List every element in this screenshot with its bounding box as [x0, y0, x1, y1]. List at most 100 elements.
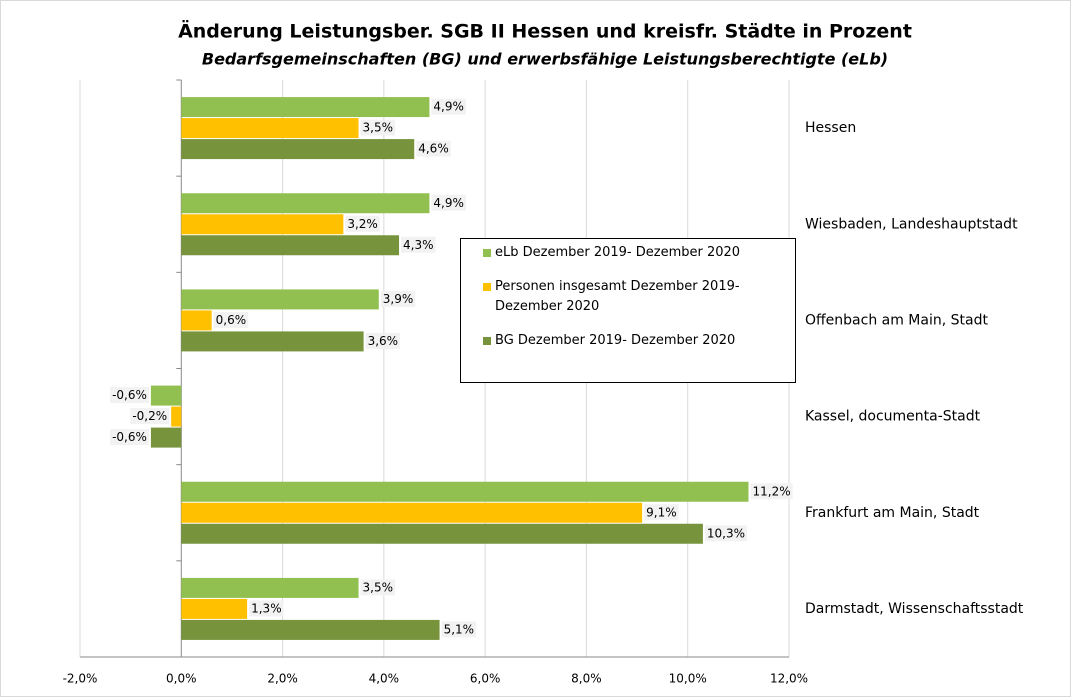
data-label: 4,6%: [418, 142, 449, 156]
data-label-group: 4,9%: [431, 194, 466, 211]
data-label-group: -0,2%: [130, 408, 170, 425]
data-label-bg: [249, 600, 284, 617]
data-label-group: 11,2%: [750, 483, 793, 500]
x-tick-label: 4,0%: [369, 672, 400, 686]
data-label-group: 9,1%: [644, 504, 679, 521]
legend-item: eLb Dezember 2019- Dezember 2020: [483, 243, 785, 263]
data-label: 3,9%: [383, 292, 414, 306]
bar: [181, 214, 344, 235]
data-label-bg: [360, 579, 396, 596]
data-label-bg: [365, 332, 401, 349]
bar: [171, 406, 182, 427]
legend-label: Personen insgesamt Dezember 2019- Dezemb…: [495, 279, 740, 314]
data-label-group: -0,6%: [110, 387, 149, 404]
category-label: Frankfurt am Main, Stadt: [805, 505, 980, 521]
bar: [181, 598, 248, 619]
category-label: Wiesbaden, Landeshauptstadt: [805, 216, 1018, 232]
bar: [181, 235, 400, 256]
data-label-group: 3,6%: [365, 332, 401, 349]
bar: [181, 577, 359, 598]
data-label-bg: [213, 311, 249, 328]
data-label-group: 3,2%: [345, 215, 380, 232]
legend-swatch: [483, 283, 491, 291]
category-label: Hessen: [805, 120, 856, 136]
chart-subtitle: Bedarfsgemeinschaften (BG) und erwerbsfä…: [202, 50, 888, 69]
chart-title: Änderung Leistungsber. SGB II Hessen und…: [178, 19, 912, 43]
data-label: 3,5%: [363, 580, 394, 594]
legend-label: BG Dezember 2019- Dezember 2020: [495, 333, 736, 348]
bar: [181, 139, 415, 160]
legend-label: eLb Dezember 2019- Dezember 2020: [495, 245, 741, 260]
data-label-bg: [380, 290, 416, 307]
data-label-group: -0,6%: [110, 429, 149, 446]
data-label-group: 5,1%: [441, 621, 477, 638]
bar: [181, 289, 379, 310]
data-label-bg: [360, 119, 396, 136]
x-tick-label: -2,0%: [63, 672, 98, 686]
legend-swatch: [483, 249, 491, 257]
x-tick-label: 8,0%: [571, 672, 602, 686]
data-label: 3,2%: [347, 217, 378, 231]
data-label-bg: [401, 236, 436, 253]
data-label-group: 3,5%: [360, 119, 396, 136]
bar: [181, 331, 364, 352]
data-label-group: 1,3%: [249, 600, 284, 617]
data-label-bg: [110, 429, 149, 446]
bar: [181, 619, 440, 640]
data-label: 5,1%: [444, 622, 475, 636]
data-label-bg: [441, 621, 477, 638]
data-label-bg: [345, 215, 380, 232]
data-label: 10,3%: [707, 526, 745, 540]
bar: [150, 385, 182, 406]
data-label-bg: [130, 408, 170, 425]
data-label: 4,3%: [403, 238, 434, 252]
data-label-bg: [704, 525, 748, 542]
data-label-group: 0,6%: [213, 311, 249, 328]
bar: [181, 310, 212, 331]
x-tick-label: 2,0%: [267, 672, 298, 686]
legend-item: Personen insgesamt Dezember 2019- Dezemb…: [483, 277, 785, 317]
legend-swatch: [483, 337, 491, 345]
data-label: -0,6%: [112, 430, 147, 444]
data-label-group: 4,3%: [401, 236, 436, 253]
data-label: 4,9%: [433, 196, 464, 210]
legend: eLb Dezember 2019- Dezember 2020 Personen…: [460, 238, 796, 383]
data-label: 1,3%: [251, 601, 282, 615]
data-label-bg: [431, 98, 466, 115]
bar: [181, 523, 703, 544]
data-label-bg: [644, 504, 679, 521]
data-label-group: 4,6%: [416, 140, 451, 157]
data-label: 9,1%: [646, 505, 677, 519]
data-label-bg: [416, 140, 451, 157]
data-label: -0,2%: [132, 409, 167, 423]
x-tick-label: 12,0%: [770, 672, 808, 686]
bar: [181, 481, 749, 502]
category-label: Kassel, documenta-Stadt: [805, 409, 981, 425]
data-label: -0,6%: [112, 388, 147, 402]
bar: [181, 118, 359, 139]
data-label-bg: [750, 483, 793, 500]
x-tick-label: 6,0%: [470, 672, 501, 686]
data-label-group: 3,9%: [380, 290, 416, 307]
bar: [150, 427, 182, 448]
category-label: Offenbach am Main, Stadt: [805, 312, 988, 328]
data-label-bg: [110, 387, 149, 404]
data-label-bg: [431, 194, 466, 211]
bar: [181, 97, 430, 118]
data-label: 11,2%: [752, 484, 790, 498]
x-tick-label: 0,0%: [166, 672, 197, 686]
legend-item: BG Dezember 2019- Dezember 2020: [483, 331, 785, 351]
data-label: 3,6%: [368, 334, 399, 348]
x-tick-label: 10,0%: [669, 672, 707, 686]
data-label: 3,5%: [363, 121, 394, 135]
bar: [181, 502, 643, 523]
bar: [181, 193, 430, 214]
data-label-group: 4,9%: [431, 98, 466, 115]
data-label-group: 10,3%: [704, 525, 748, 542]
data-label-group: 3,5%: [360, 579, 396, 596]
data-label: 4,9%: [433, 100, 464, 114]
data-label: 0,6%: [216, 313, 247, 327]
category-label: Darmstadt, Wissenschaftsstadt: [805, 601, 1024, 617]
